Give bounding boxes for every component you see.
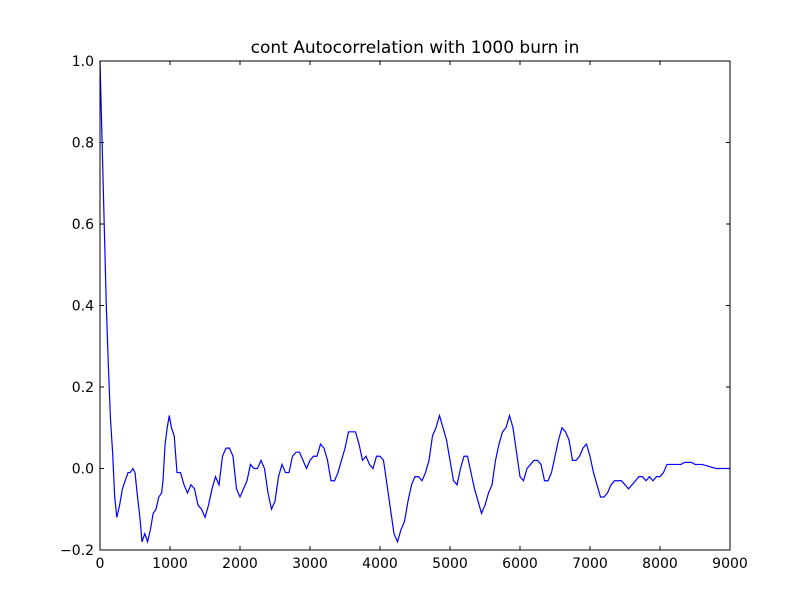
y-tick-label: 1.0 — [72, 54, 94, 70]
plot-frame — [99, 60, 731, 551]
y-tick-label: 0.0 — [72, 462, 94, 478]
chart-title: cont Autocorrelation with 1000 burn in — [251, 38, 580, 58]
x-tick-label: 6000 — [502, 556, 538, 572]
x-tick-label: 1000 — [152, 556, 188, 572]
y-tick-label: 0.2 — [72, 380, 94, 396]
x-tick-label: 7000 — [572, 556, 608, 572]
x-tick-label: 8000 — [642, 556, 678, 572]
x-tick-label: 0 — [96, 556, 105, 572]
y-tick-label: 0.6 — [72, 217, 94, 233]
x-tick-label: 2000 — [222, 556, 258, 572]
x-tick-label: 9000 — [712, 556, 748, 572]
x-tick-label: 3000 — [292, 556, 328, 572]
y-tick-label: 0.8 — [72, 136, 94, 152]
y-tick-label: 0.4 — [72, 299, 94, 315]
x-tick-label: 5000 — [432, 556, 468, 572]
y-tick-label: −0.2 — [60, 543, 94, 559]
x-tick-label: 4000 — [362, 556, 398, 572]
data-line — [99, 60, 730, 545]
